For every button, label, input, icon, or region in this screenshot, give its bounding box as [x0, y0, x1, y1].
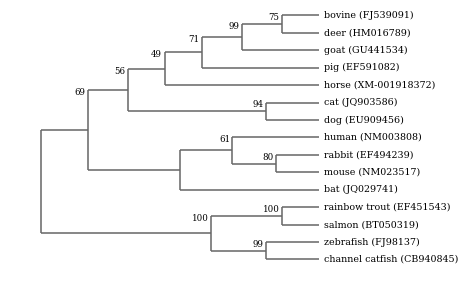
- Text: salmon (BT050319): salmon (BT050319): [324, 220, 419, 229]
- Text: 49: 49: [151, 50, 162, 59]
- Text: bat (JQ029741): bat (JQ029741): [324, 185, 398, 194]
- Text: 99: 99: [253, 240, 264, 249]
- Text: goat (GU441534): goat (GU441534): [324, 46, 408, 55]
- Text: mouse (NM023517): mouse (NM023517): [324, 168, 420, 177]
- Text: 56: 56: [114, 67, 125, 76]
- Text: channel catfish (CB940845): channel catfish (CB940845): [324, 255, 459, 264]
- Text: bovine (FJ539091): bovine (FJ539091): [324, 11, 414, 20]
- Text: 61: 61: [219, 135, 230, 144]
- Text: pig (EF591082): pig (EF591082): [324, 63, 400, 72]
- Text: rainbow trout (EF451543): rainbow trout (EF451543): [324, 203, 451, 212]
- Text: 69: 69: [74, 88, 85, 97]
- Text: human (NM003808): human (NM003808): [324, 133, 422, 142]
- Text: 94: 94: [253, 100, 264, 109]
- Text: zebrafish (FJ98137): zebrafish (FJ98137): [324, 237, 420, 247]
- Text: 100: 100: [191, 214, 209, 223]
- Text: cat (JQ903586): cat (JQ903586): [324, 98, 398, 107]
- Text: 99: 99: [228, 22, 239, 31]
- Text: dog (EU909456): dog (EU909456): [324, 115, 404, 125]
- Text: 80: 80: [262, 153, 273, 162]
- Text: 75: 75: [268, 13, 279, 22]
- Text: deer (HM016789): deer (HM016789): [324, 28, 411, 37]
- Text: 71: 71: [188, 35, 199, 44]
- Text: 100: 100: [263, 205, 279, 214]
- Text: rabbit (EF494239): rabbit (EF494239): [324, 150, 414, 159]
- Text: horse (XM-001918372): horse (XM-001918372): [324, 81, 436, 90]
